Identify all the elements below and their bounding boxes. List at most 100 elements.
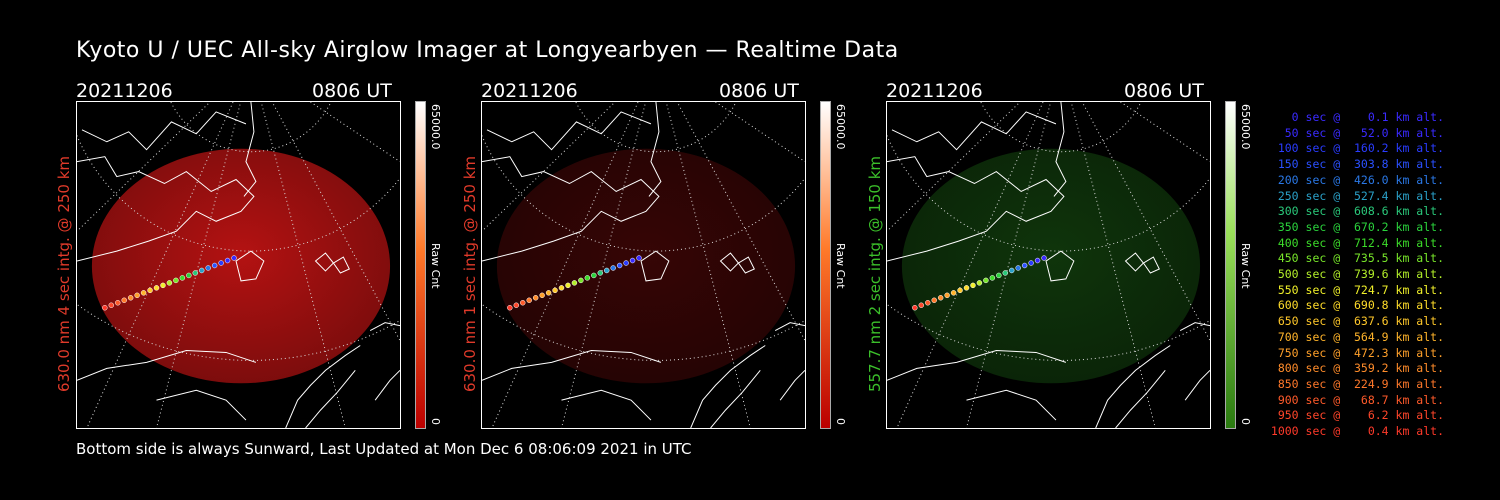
trajectory-point [1008, 267, 1015, 274]
legend-row: 50 sec @ 52.0 km alt. [1284, 125, 1444, 140]
panel3-colorbar [1225, 101, 1236, 429]
legend-row: 650 sec @ 637.6 km alt. [1277, 314, 1444, 329]
panel2-image[interactable] [481, 101, 806, 429]
panel1-map [77, 102, 400, 428]
trajectory-point [186, 272, 192, 279]
trajectory-point [996, 272, 1002, 279]
legend-row: 300 sec @ 608.6 km alt. [1277, 204, 1444, 219]
trajectory-point [918, 302, 925, 308]
trajectory-point [912, 305, 918, 311]
trajectory-point [989, 275, 996, 281]
legend-row: 450 sec @ 735.5 km alt. [1277, 251, 1444, 266]
trajectory-point [983, 277, 989, 284]
panel1-wavelength-label: 630.0 nm 4 sec intg. @ 250 km [55, 155, 73, 393]
legend-row: 700 sec @ 564.9 km alt. [1277, 329, 1444, 344]
trajectory-point [153, 285, 160, 291]
trajectory-point [134, 292, 140, 299]
page-title: Kyoto U / UEC All-sky Airglow Imager at … [76, 38, 899, 63]
panel2-colorbar [820, 101, 831, 429]
airglow-disk [901, 148, 1201, 384]
trajectory-point [211, 262, 218, 269]
trajectory-point [526, 297, 532, 304]
airglow-disk [91, 148, 391, 384]
trajectory-point [970, 282, 976, 289]
legend-row: 1000 sec @ 0.4 km alt. [1270, 424, 1444, 439]
legend-row: 0 sec @ 0.1 km alt. [1291, 110, 1444, 124]
legend-row: 200 sec @ 426.0 km alt. [1277, 172, 1444, 187]
legend-row: 750 sec @ 472.3 km alt. [1277, 345, 1444, 360]
panel2-time: 0806 UT [719, 80, 799, 102]
coastlines [77, 102, 400, 428]
panel1-date: 20211206 [76, 80, 173, 102]
trajectory-point [179, 275, 186, 281]
update-footer: Bottom side is always Sunward, Last Upda… [76, 440, 692, 458]
trajectory-point [629, 257, 636, 264]
trajectory-point [976, 280, 983, 286]
trajectory-point [1028, 260, 1034, 266]
trajectory-point [591, 272, 597, 279]
trajectory-point [623, 260, 629, 266]
panel1-colorbar [415, 101, 426, 429]
legend-row: 400 sec @ 712.4 km alt. [1277, 235, 1444, 250]
trajectory-point [1002, 270, 1009, 276]
trajectory-point [565, 282, 571, 289]
trajectory-point [192, 270, 199, 276]
trajectory-point [925, 300, 931, 306]
trajectory-point [957, 287, 963, 294]
panel1-time: 0806 UT [312, 80, 392, 102]
trajectory [912, 255, 1047, 311]
panel1-image[interactable] [76, 101, 401, 429]
panel3-time: 0806 UT [1124, 80, 1204, 102]
trajectory-point [507, 305, 513, 311]
trajectory-point [539, 292, 545, 299]
trajectory-point [205, 265, 211, 271]
legend-row: 100 sec @ 160.2 km alt. [1277, 141, 1444, 156]
trajectory-point [552, 287, 558, 294]
legend-row: 500 sec @ 739.6 km alt. [1277, 267, 1444, 282]
legend-row: 950 sec @ 6.2 km alt. [1277, 408, 1444, 423]
trajectory-point [578, 277, 584, 284]
legend-row: 250 sec @ 527.4 km alt. [1277, 188, 1444, 203]
trajectory-point [160, 282, 166, 289]
panel2-date: 20211206 [481, 80, 578, 102]
trajectory-point [108, 302, 115, 308]
trajectory-point [937, 295, 944, 301]
panel1-cbar-min: 0 [429, 418, 442, 425]
trajectory-point [1015, 265, 1021, 271]
panel3-cbar-max: 65000.0 [1239, 104, 1252, 150]
trajectory-point [944, 292, 950, 299]
trajectory-point [597, 270, 604, 276]
trajectory-point [115, 300, 121, 306]
panel3-map [887, 102, 1210, 428]
legend-row: 600 sec @ 690.8 km alt. [1277, 298, 1444, 313]
panel3-cbar-label: Raw Cnt [1239, 243, 1252, 289]
panel2-cbar-min: 0 [834, 418, 847, 425]
legend-row: 900 sec @ 68.7 km alt. [1277, 392, 1444, 407]
panel2-cbar-max: 65000.0 [834, 104, 847, 150]
airglow-disk [496, 148, 796, 384]
legend-row: 850 sec @ 224.9 km alt. [1277, 376, 1444, 391]
trajectory-point [603, 267, 610, 274]
trajectory [102, 255, 237, 311]
trajectory-point [231, 255, 237, 261]
trajectory-point [1021, 262, 1028, 269]
trajectory-point [558, 285, 565, 291]
trajectory-point [616, 262, 623, 269]
trajectory-point [147, 287, 153, 294]
panel1-cbar-label: Raw Cnt [429, 243, 442, 289]
trajectory-point [218, 260, 224, 266]
trajectory-point [950, 290, 957, 296]
trajectory-point [1041, 255, 1047, 261]
trajectory-point [636, 255, 642, 261]
coastlines [482, 102, 805, 428]
trajectory-point [140, 290, 147, 296]
panel2-cbar-label: Raw Cnt [834, 243, 847, 289]
trajectory-point [173, 277, 179, 284]
trajectory [507, 255, 642, 311]
legend-row: 350 sec @ 670.2 km alt. [1277, 219, 1444, 234]
trajectory-point [532, 295, 539, 301]
trajectory-point [102, 305, 108, 311]
panel3-image[interactable] [886, 101, 1211, 429]
panel3-wavelength-label: 557.7 nm 2 sec intg. @ 150 km [866, 155, 884, 393]
trajectory-point [513, 302, 520, 308]
